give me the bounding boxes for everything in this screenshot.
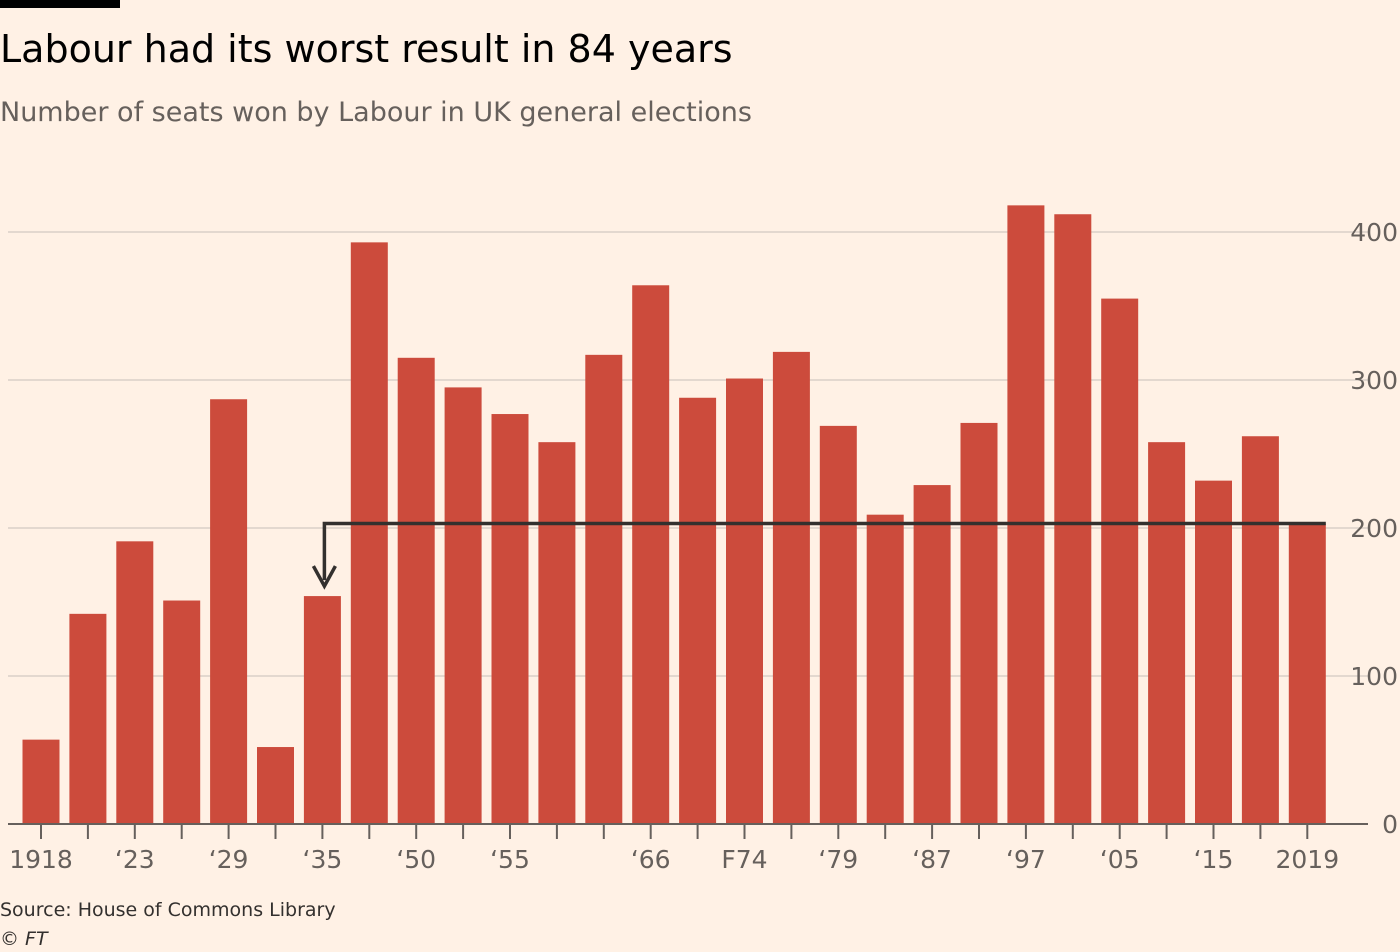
x-axis: 1918 ‘23 ‘29 ‘35 ‘50 ‘55 ‘66 F74 ‘79 ‘87 ‘97 ‘05 ‘15… [8,823,1368,874]
y-tick-label: 0 [1382,810,1398,839]
x-tick-label: 2019 [1275,845,1339,874]
bar-1924 [163,600,201,824]
y-axis: 0 100 200 300 400 [1350,218,1398,839]
bar-1987 [913,485,951,824]
top-bar-decoration [0,0,120,8]
bar-O74 [772,351,810,824]
bar-1966 [632,285,670,824]
bar-1970 [679,397,717,824]
chart-title: Labour had its worst result in 84 years [0,27,733,71]
bar-1955 [491,414,529,824]
bar-1992 [960,422,998,824]
x-tick-label: ‘97 [1006,845,1046,874]
x-tick-label: ‘66 [631,845,671,874]
bar-1918 [22,739,60,824]
bar-1983 [866,514,904,824]
bar-2010 [1148,442,1186,824]
bar-1950 [397,357,435,824]
annotation-arrowhead [311,565,337,590]
x-tick-label: F74 [721,845,767,874]
bar-2019 [1288,523,1326,824]
bar-1935 [303,596,341,824]
annotation-line [322,521,1326,581]
x-tick-label: ‘15 [1194,845,1234,874]
x-tick-label: ‘35 [303,845,343,874]
bar-1931 [257,747,294,824]
y-tick-label: 400 [1350,218,1398,247]
bar-1922 [69,613,107,824]
bar-1945 [350,242,388,825]
bar-1923 [116,541,154,824]
source-note: Source: House of Commons Library [0,899,336,921]
chart-subtitle: Number of seats won by Labour in UK gene… [0,97,752,128]
x-tick-label: ‘50 [396,845,436,874]
bar-2015 [1195,480,1232,824]
y-tick-label: 300 [1350,366,1398,395]
credit-note: © FT [0,928,48,950]
bar-1951 [444,387,482,824]
bars [22,205,1326,825]
x-tick-label: ‘55 [490,845,530,874]
bar-1929 [210,399,248,824]
bar-F74 [726,378,763,824]
x-tick-label: 1918 [9,845,73,874]
x-tick-label: ‘87 [912,845,952,874]
bar-2001 [1054,214,1092,825]
bar-1959 [538,442,576,824]
bar-1979 [819,425,857,824]
annotation-arrow [311,521,1326,590]
bar-2017 [1241,436,1279,824]
bar-1997 [1007,205,1045,825]
y-tick-label: 200 [1350,514,1398,543]
x-tick-label: ‘05 [1100,845,1140,874]
x-tick-label: ‘29 [209,845,249,874]
y-tick-label: 100 [1350,662,1398,691]
bar-1964 [585,354,623,824]
x-tick-label: ‘79 [818,845,858,874]
bar-2005 [1101,298,1139,825]
x-tick-label: ‘23 [115,845,155,874]
